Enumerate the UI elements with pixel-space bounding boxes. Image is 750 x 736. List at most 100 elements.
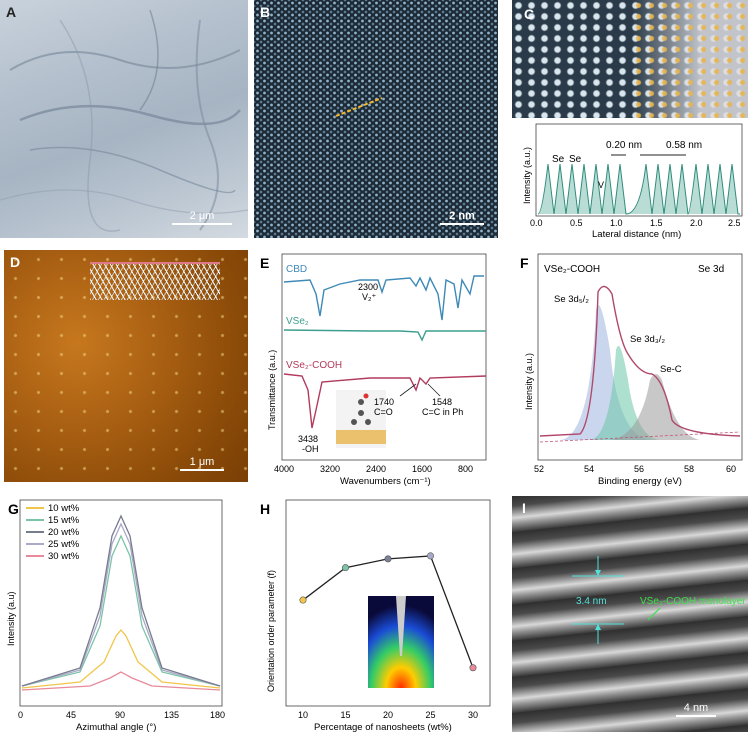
- c-xtick-2: 1.0: [610, 218, 623, 228]
- h-data-point: [342, 564, 350, 572]
- hrtem-image-b: [254, 0, 498, 238]
- haadf-image-c: [512, 0, 748, 118]
- panel-label: B: [260, 4, 271, 20]
- cross-section-tem-i: 3.4 nm VSe₂-COOH monolayer: [512, 496, 748, 732]
- c-ylabel: Intensity (a.u.): [522, 147, 532, 204]
- panel-label: C: [524, 6, 535, 22]
- f-title-right: Se 3d: [698, 264, 724, 275]
- panel-i: 3.4 nm VSe₂-COOH monolayer I 4 nm: [500, 496, 750, 736]
- g-ylabel: Intensity (a.u): [6, 591, 16, 646]
- panel-c: C Se Se V 0.20 nm 0.58 nm Intensity (a.u…: [500, 0, 750, 240]
- f-peak-label-1: Se 3d₃/₂: [630, 334, 665, 345]
- e-xtick-0: 4000: [274, 464, 294, 474]
- e-xtick-4: 800: [458, 464, 473, 474]
- i-spacing-markers: [572, 556, 661, 644]
- panel-e-ftir-chart: E CBD VSe₂ VSe₂-COOH 2300 V₂⁺ 1740 C=O 1…: [260, 253, 487, 487]
- c-xtick-1: 0.5: [570, 218, 583, 228]
- c-annotation-020nm: 0.20 nm: [606, 140, 642, 151]
- e-annot-co: C=O: [374, 407, 393, 417]
- e-xlabel: Wavenumbers (cm⁻¹): [340, 476, 431, 487]
- panel-label: E: [260, 255, 269, 271]
- e-annot-1740: 1740: [374, 397, 394, 407]
- f-xtick-4: 60: [726, 464, 736, 474]
- h-xtick: 25: [426, 710, 436, 720]
- ftir-trace-vse2-cooh: [283, 373, 487, 429]
- intensity-profile-trace: [537, 163, 740, 215]
- e-xtick-1: 3200: [320, 464, 340, 474]
- g-xtick-2: 90: [115, 710, 125, 720]
- intensity-profile: [537, 163, 740, 215]
- h-xtick: 15: [341, 710, 351, 720]
- h-data-point: [427, 552, 435, 560]
- h-ylabel: Orientation order parameter (f): [266, 570, 276, 692]
- e-annot-oh: -OH: [302, 444, 319, 454]
- ftir-trace-vse2: [283, 329, 486, 342]
- f-peak-label-2: Se-C: [660, 364, 682, 375]
- panel-label: I: [522, 500, 526, 516]
- scale-bar-label: 2 nm: [449, 210, 475, 222]
- c-xtick-0: 0.0: [530, 218, 543, 228]
- e-xtick-2: 2400: [366, 464, 386, 474]
- h-xlabel: Percentage of nanosheets (wt%): [314, 722, 452, 733]
- panel-f-xps-chart: F VSe₂-COOH Se 3d Se 3d₅/₂ Se 3d₃/₂ Se-C…: [520, 253, 743, 487]
- g-xtick-4: 180: [210, 710, 225, 720]
- xps-peak-5-2: [560, 305, 650, 440]
- c-annotation-se-1: Se: [552, 154, 565, 165]
- g-legend-0: 10 wt%: [48, 503, 80, 514]
- f-xtick-0: 52: [534, 464, 544, 474]
- h-data-point: [469, 664, 477, 672]
- f-xtick-1: 54: [584, 464, 594, 474]
- g-legend-2: 20 wt%: [48, 527, 80, 538]
- c-xtick-3: 1.5: [650, 218, 663, 228]
- i-monolayer-label: VSe₂-COOH monolayer: [640, 596, 746, 607]
- g-curve-30: [21, 671, 221, 691]
- g-legend-3: 25 wt%: [48, 539, 80, 550]
- lattice-line-marker: [335, 97, 383, 117]
- scale-bar-label: 1 μm: [189, 456, 215, 468]
- panel-a: A 2 μm: [0, 0, 250, 240]
- h-data-point: [384, 555, 392, 563]
- scale-bar: 2 nm: [440, 210, 484, 225]
- panel-g-azimuthal-chart: G 10 wt% 15 wt% 20 wt% 25 wt% 30 wt% Int…: [6, 499, 225, 733]
- molecular-model-overlay: [90, 262, 220, 300]
- g-xlabel: Azimuthal angle (°): [76, 722, 156, 733]
- afm-image-d: [4, 250, 248, 482]
- waxs-inset: [368, 596, 434, 688]
- scale-bar: 1 μm: [180, 456, 224, 471]
- g-curve-10: [21, 628, 221, 689]
- e-series-vse2-cooh: VSe₂-COOH: [286, 360, 342, 371]
- scale-bar: 4 nm: [676, 702, 716, 717]
- f-peak-label-0: Se 3d₅/₂: [554, 294, 589, 305]
- panel-label: D: [10, 254, 21, 270]
- f-xtick-2: 56: [634, 464, 644, 474]
- e-annot-3438: 3438: [298, 434, 318, 444]
- h-xtick: 10: [298, 710, 308, 720]
- e-annot-1548: 1548: [432, 397, 452, 407]
- ftir-trace-cbd: [283, 275, 484, 321]
- c-annotation-058nm: 0.58 nm: [666, 140, 702, 151]
- e-series-vse2: VSe₂: [286, 316, 309, 327]
- e-xtick-3: 1600: [412, 464, 432, 474]
- c-xtick-4: 2.0: [690, 218, 703, 228]
- e-series-cbd: CBD: [286, 264, 307, 275]
- panel-label: A: [6, 4, 17, 20]
- scale-bar-label: 4 nm: [683, 702, 709, 714]
- i-spacing-label: 3.4 nm: [576, 596, 607, 607]
- g-xtick-1: 45: [66, 710, 76, 720]
- panel-label: G: [8, 501, 19, 517]
- f-xlabel: Binding energy (eV): [598, 476, 682, 487]
- molecule-inset: [336, 390, 386, 448]
- g-xtick-3: 135: [164, 710, 179, 720]
- c-xtick-5: 2.5: [728, 218, 741, 228]
- e-annot-v2: V₂⁺: [362, 292, 376, 302]
- se-atom-overlay: [632, 0, 748, 118]
- g-legend: 10 wt% 15 wt% 20 wt% 25 wt% 30 wt%: [26, 503, 80, 562]
- g-legend-1: 15 wt%: [48, 515, 80, 526]
- f-ylabel: Intensity (a.u.): [524, 353, 534, 410]
- xps-peak-3-2: [590, 345, 660, 440]
- g-xtick-0: 0: [18, 710, 23, 720]
- g-legend-4: 30 wt%: [48, 551, 80, 562]
- xps-envelope: [539, 285, 741, 437]
- tem-sheet-folds: [0, 9, 248, 232]
- scale-bar: 2 μm: [172, 210, 232, 225]
